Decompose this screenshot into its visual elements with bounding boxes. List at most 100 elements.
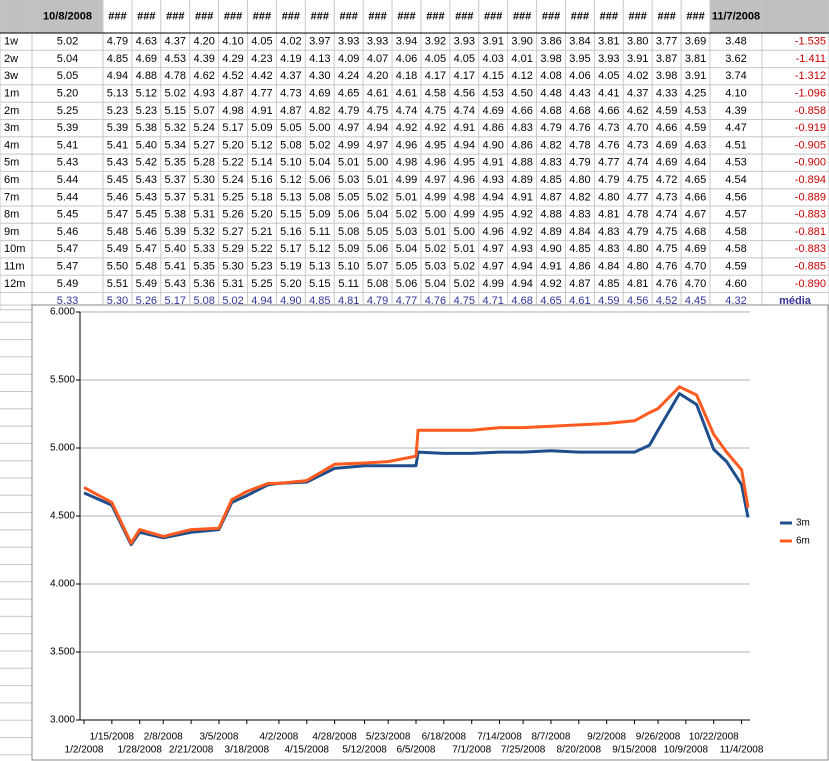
value-cell: 5.00	[309, 122, 330, 134]
value-cell: 3.81	[685, 53, 706, 65]
value-cell: 5.51	[107, 278, 128, 290]
average-cell: 4.59	[598, 295, 619, 307]
value-cell: 4.69	[309, 87, 330, 99]
column-header: ###	[657, 10, 675, 22]
value-cell: 4.87	[540, 191, 561, 203]
difference-cell: -1.411	[796, 53, 826, 65]
value-cell: 4.66	[685, 191, 706, 203]
value-cell: 5.30	[193, 174, 214, 186]
value-cell: 5.37	[165, 191, 186, 203]
value-cell: 4.19	[280, 53, 301, 65]
value-cell: 5.05	[367, 226, 388, 238]
value-cell: 4.85	[598, 278, 619, 290]
value-cell: 3.77	[656, 36, 677, 48]
value-cell: 4.73	[656, 191, 677, 203]
value-cell: 4.76	[569, 122, 590, 134]
value-cell: 4.33	[656, 87, 677, 99]
y-tick-label: 5.500	[50, 375, 75, 386]
value-cell: 5.04	[367, 209, 388, 221]
value-cell: 4.08	[540, 70, 561, 82]
value-cell: 5.41	[107, 139, 128, 151]
row-label: 10m	[4, 243, 25, 255]
value-cell: 5.27	[193, 139, 214, 151]
value-cell: 4.61	[396, 87, 417, 99]
value-cell: 5.04	[309, 157, 330, 169]
value-cell: 5.01	[396, 191, 417, 203]
value-cell: 4.56	[454, 87, 475, 99]
difference-cell: -1.535	[795, 36, 826, 48]
value-cell: 5.47	[107, 209, 128, 221]
x-tick-label: 10/9/2008	[664, 745, 709, 756]
value-cell: 4.17	[454, 70, 475, 82]
value-cell: 4.65	[685, 174, 706, 186]
value-cell: 5.46	[136, 226, 157, 238]
value-cell: 5.14	[251, 157, 272, 169]
x-tick-label: 4/15/2008	[285, 745, 330, 756]
value-cell: 5.23	[107, 105, 128, 117]
value-cell: 3.95	[569, 53, 590, 65]
value-cell: 4.07	[367, 53, 388, 65]
column-header: ###	[137, 10, 155, 22]
value-cell: 5.31	[193, 209, 214, 221]
value-cell: 4.58	[725, 243, 746, 255]
value-cell: 4.66	[656, 122, 677, 134]
value-cell: 5.15	[165, 105, 186, 117]
value-cell: 5.40	[165, 243, 186, 255]
value-cell: 5.04	[57, 53, 78, 65]
value-cell: 5.36	[193, 278, 214, 290]
value-cell: 5.08	[338, 226, 359, 238]
row-label: 6m	[4, 174, 19, 186]
value-cell: 4.56	[725, 191, 746, 203]
value-cell: 4.13	[309, 53, 330, 65]
column-header: ###	[108, 10, 126, 22]
value-cell: 4.54	[725, 174, 746, 186]
value-cell: 5.50	[107, 260, 128, 272]
value-cell: 4.97	[425, 174, 446, 186]
average-cell: 4.65	[540, 295, 561, 307]
value-cell: 4.75	[656, 243, 677, 255]
value-cell: 5.05	[280, 122, 301, 134]
legend-label: 6m	[796, 536, 810, 547]
value-cell: 4.85	[540, 174, 561, 186]
value-cell: 4.68	[540, 105, 561, 117]
header-cell-bg	[32, 0, 103, 33]
column-header: ###	[513, 10, 531, 22]
value-cell: 4.80	[627, 260, 648, 272]
difference-cell: -0.881	[795, 226, 826, 238]
value-cell: 5.09	[309, 209, 330, 221]
value-cell: 4.99	[425, 191, 446, 203]
column-header: ###	[629, 10, 647, 22]
value-cell: 5.13	[309, 260, 330, 272]
value-cell: 5.44	[57, 174, 78, 186]
value-cell: 5.20	[222, 139, 243, 151]
value-cell: 4.70	[627, 122, 648, 134]
row-label: 3w	[4, 70, 18, 82]
value-cell: 4.95	[454, 157, 475, 169]
average-label: média	[779, 295, 812, 307]
value-cell: 5.45	[57, 209, 78, 221]
value-cell: 5.09	[338, 243, 359, 255]
x-tick-label: 9/2/2008	[587, 732, 626, 743]
value-cell: 5.39	[57, 122, 78, 134]
value-cell: 5.39	[165, 226, 186, 238]
value-cell: 5.22	[251, 243, 272, 255]
value-cell: 5.13	[280, 191, 301, 203]
value-cell: 4.83	[598, 226, 619, 238]
y-tick-label: 3.500	[50, 647, 75, 658]
value-cell: 4.79	[338, 105, 359, 117]
value-cell: 3.80	[627, 36, 648, 48]
x-tick-label: 7/25/2008	[501, 745, 546, 756]
value-cell: 5.49	[57, 278, 78, 290]
y-tick-label: 4.500	[50, 511, 75, 522]
x-tick-label: 7/14/2008	[477, 732, 522, 743]
value-cell: 4.74	[396, 105, 417, 117]
difference-cell: -0.883	[795, 209, 826, 221]
value-cell: 4.69	[136, 53, 157, 65]
value-cell: 4.92	[396, 122, 417, 134]
value-cell: 5.43	[165, 278, 186, 290]
value-cell: 4.48	[540, 87, 561, 99]
value-cell: 4.92	[511, 209, 532, 221]
value-cell: 4.96	[396, 139, 417, 151]
value-cell: 4.37	[165, 36, 186, 48]
value-cell: 4.17	[425, 70, 446, 82]
